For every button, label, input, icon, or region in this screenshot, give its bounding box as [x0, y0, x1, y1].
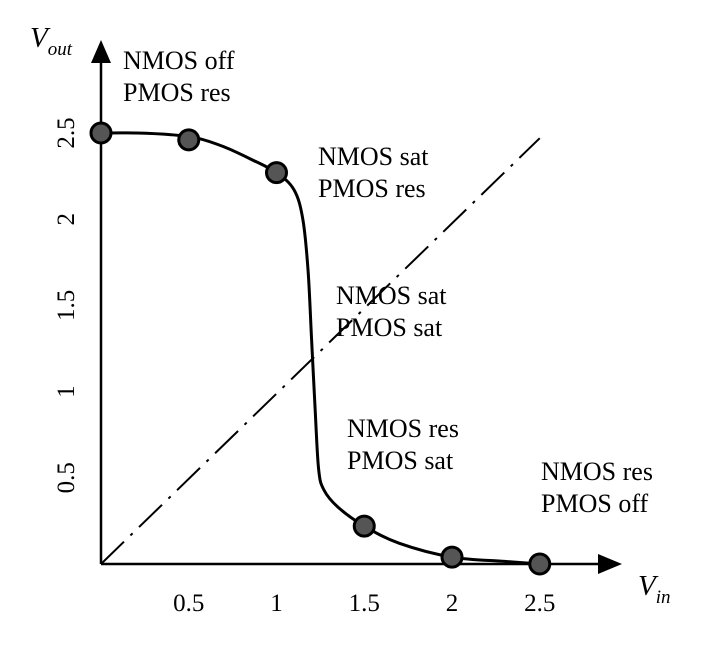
region-annotation-line: NMOS sat	[318, 142, 429, 171]
y-tick-label: 2.5	[53, 117, 80, 148]
marker-layer	[89, 121, 552, 576]
region-annotation-line: PMOS res	[123, 78, 231, 107]
y-axis-arrowhead	[91, 40, 111, 63]
axes	[91, 40, 622, 574]
region-annotation-line: PMOS off	[541, 489, 649, 518]
y-axis-label-symbol: V	[30, 22, 51, 54]
data-point-marker	[440, 545, 464, 569]
region-annotation-line: PMOS res	[318, 174, 426, 203]
region-annotation-line: NMOS res	[347, 414, 459, 443]
x-axis-label: Vin	[638, 570, 671, 608]
region-annotation-line: NMOS off	[123, 46, 235, 75]
y-tick-label: 0.5	[53, 462, 80, 493]
x-tick-label: 0.5	[173, 590, 204, 617]
curve-layer	[100, 131, 540, 566]
data-point-marker	[528, 552, 552, 576]
region-annotation-line: NMOS sat	[336, 281, 447, 310]
y-axis-label: Vout	[30, 22, 73, 60]
data-point-marker	[89, 121, 113, 145]
x-axis-arrowhead	[598, 554, 622, 574]
x-tick-label: 2	[446, 590, 459, 617]
y-tick-labels: 0.5 1 1.5 2 2.5	[53, 117, 80, 493]
x-axis-label-symbol: V	[638, 570, 659, 602]
region-annotation-line: NMOS res	[541, 457, 653, 486]
y-tick-label: 1	[53, 385, 80, 398]
region-annotation-line: PMOS sat	[347, 446, 454, 475]
transfer-curve	[100, 131, 540, 566]
x-axis-label-subscript: in	[656, 587, 671, 608]
region-annotations: NMOS off PMOS res NMOS sat PMOS res NMOS sat…	[123, 46, 653, 518]
y-axis-label-subscript: out	[48, 39, 73, 60]
data-point-marker	[352, 514, 376, 538]
x-tick-label: 2.5	[524, 590, 555, 617]
data-point-marker	[265, 161, 288, 185]
data-point-marker	[177, 128, 201, 152]
x-tick-labels: 0.5 1 1.5 2 2.5	[173, 590, 555, 617]
y-tick-label: 1.5	[53, 290, 80, 321]
y-tick-label: 2	[53, 213, 80, 226]
x-tick-label: 1.5	[349, 590, 380, 617]
region-annotation-line: PMOS sat	[336, 313, 443, 342]
x-tick-label: 1	[270, 590, 283, 617]
